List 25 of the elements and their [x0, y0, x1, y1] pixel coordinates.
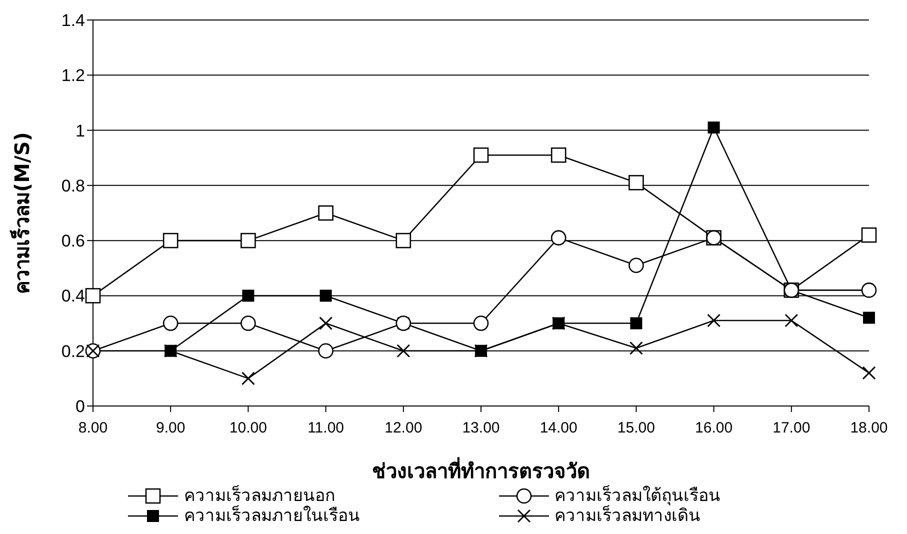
y-tick-label: 1.4: [61, 11, 85, 30]
y-tick-label: 0: [76, 397, 85, 416]
x-tick-label: 9.00: [156, 420, 186, 437]
x-tick-label: 14.00: [540, 420, 578, 437]
y-axis-title: ความเร็วลม(M/S): [9, 132, 34, 294]
y-tick-label: 0.8: [61, 176, 85, 196]
y-tick-label: 1: [76, 121, 85, 140]
x-tick-label: 12.00: [384, 420, 422, 437]
x-tick-label: 11.00: [308, 420, 344, 437]
x-axis-title: ช่วงเวลาที่ทำการตรวจวัด: [372, 456, 590, 483]
x-tick-label: 15.00: [617, 420, 655, 437]
y-tick-label: 1.2: [61, 66, 85, 86]
x-tick-label: 13.00: [462, 420, 500, 437]
legend-label: ความเร็วลมทางเดิน: [554, 506, 700, 526]
x-tick-label: 17.00: [772, 420, 810, 437]
legend-label: ความเร็วลมภายในเรือน: [184, 506, 360, 526]
x-tick-label: 8.00: [78, 420, 108, 437]
y-tick-label: 0.2: [61, 342, 85, 361]
x-tick-label: 16.00: [695, 420, 733, 437]
x-tick-label: 18.00: [850, 420, 888, 437]
legend-label: ความเร็วลมภายนอก: [184, 486, 335, 506]
legend-label: ความเร็วลมใต้ถุนเรือน: [554, 486, 720, 506]
x-tick-label: 10.00: [229, 420, 267, 437]
y-tick-label: 0.4: [61, 286, 85, 306]
y-tick-label: 0.6: [61, 232, 85, 251]
